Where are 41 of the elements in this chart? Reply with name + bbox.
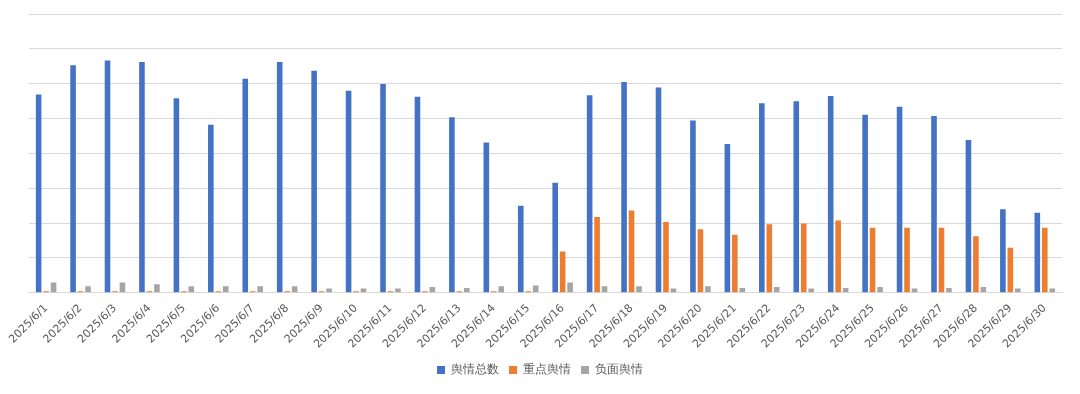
bar [222,286,229,293]
bar [835,220,841,293]
bar [904,227,910,293]
bar [559,251,566,293]
bar [766,224,773,293]
bar [690,120,696,293]
bar [594,217,600,293]
bar [257,286,263,293]
bar [311,70,317,293]
bar [800,223,807,293]
bar [877,286,883,293]
legend-label: 负面舆情 [595,362,643,377]
bar [1000,209,1006,293]
bar [862,114,868,293]
bar [759,103,765,293]
bar [946,287,952,293]
bar [663,221,669,293]
bar [1041,227,1048,293]
bar [732,234,738,293]
legend-label: 舆情总数 [451,362,499,377]
bar [139,62,145,293]
bar [498,286,505,293]
bar [773,286,780,293]
bar [931,115,937,293]
bar [85,286,91,293]
bar [552,182,558,293]
bar [636,286,642,293]
bar [464,287,470,293]
bar [621,82,627,293]
bar [793,101,800,293]
legend-label: 重点舆情 [523,362,571,377]
bar [705,286,711,293]
bar [449,117,455,293]
bar [973,236,979,293]
bar [70,65,76,293]
bar [242,78,249,293]
bar [517,205,524,293]
bar [154,284,160,293]
bar [380,83,386,293]
bar [208,124,214,293]
bar [567,282,573,293]
